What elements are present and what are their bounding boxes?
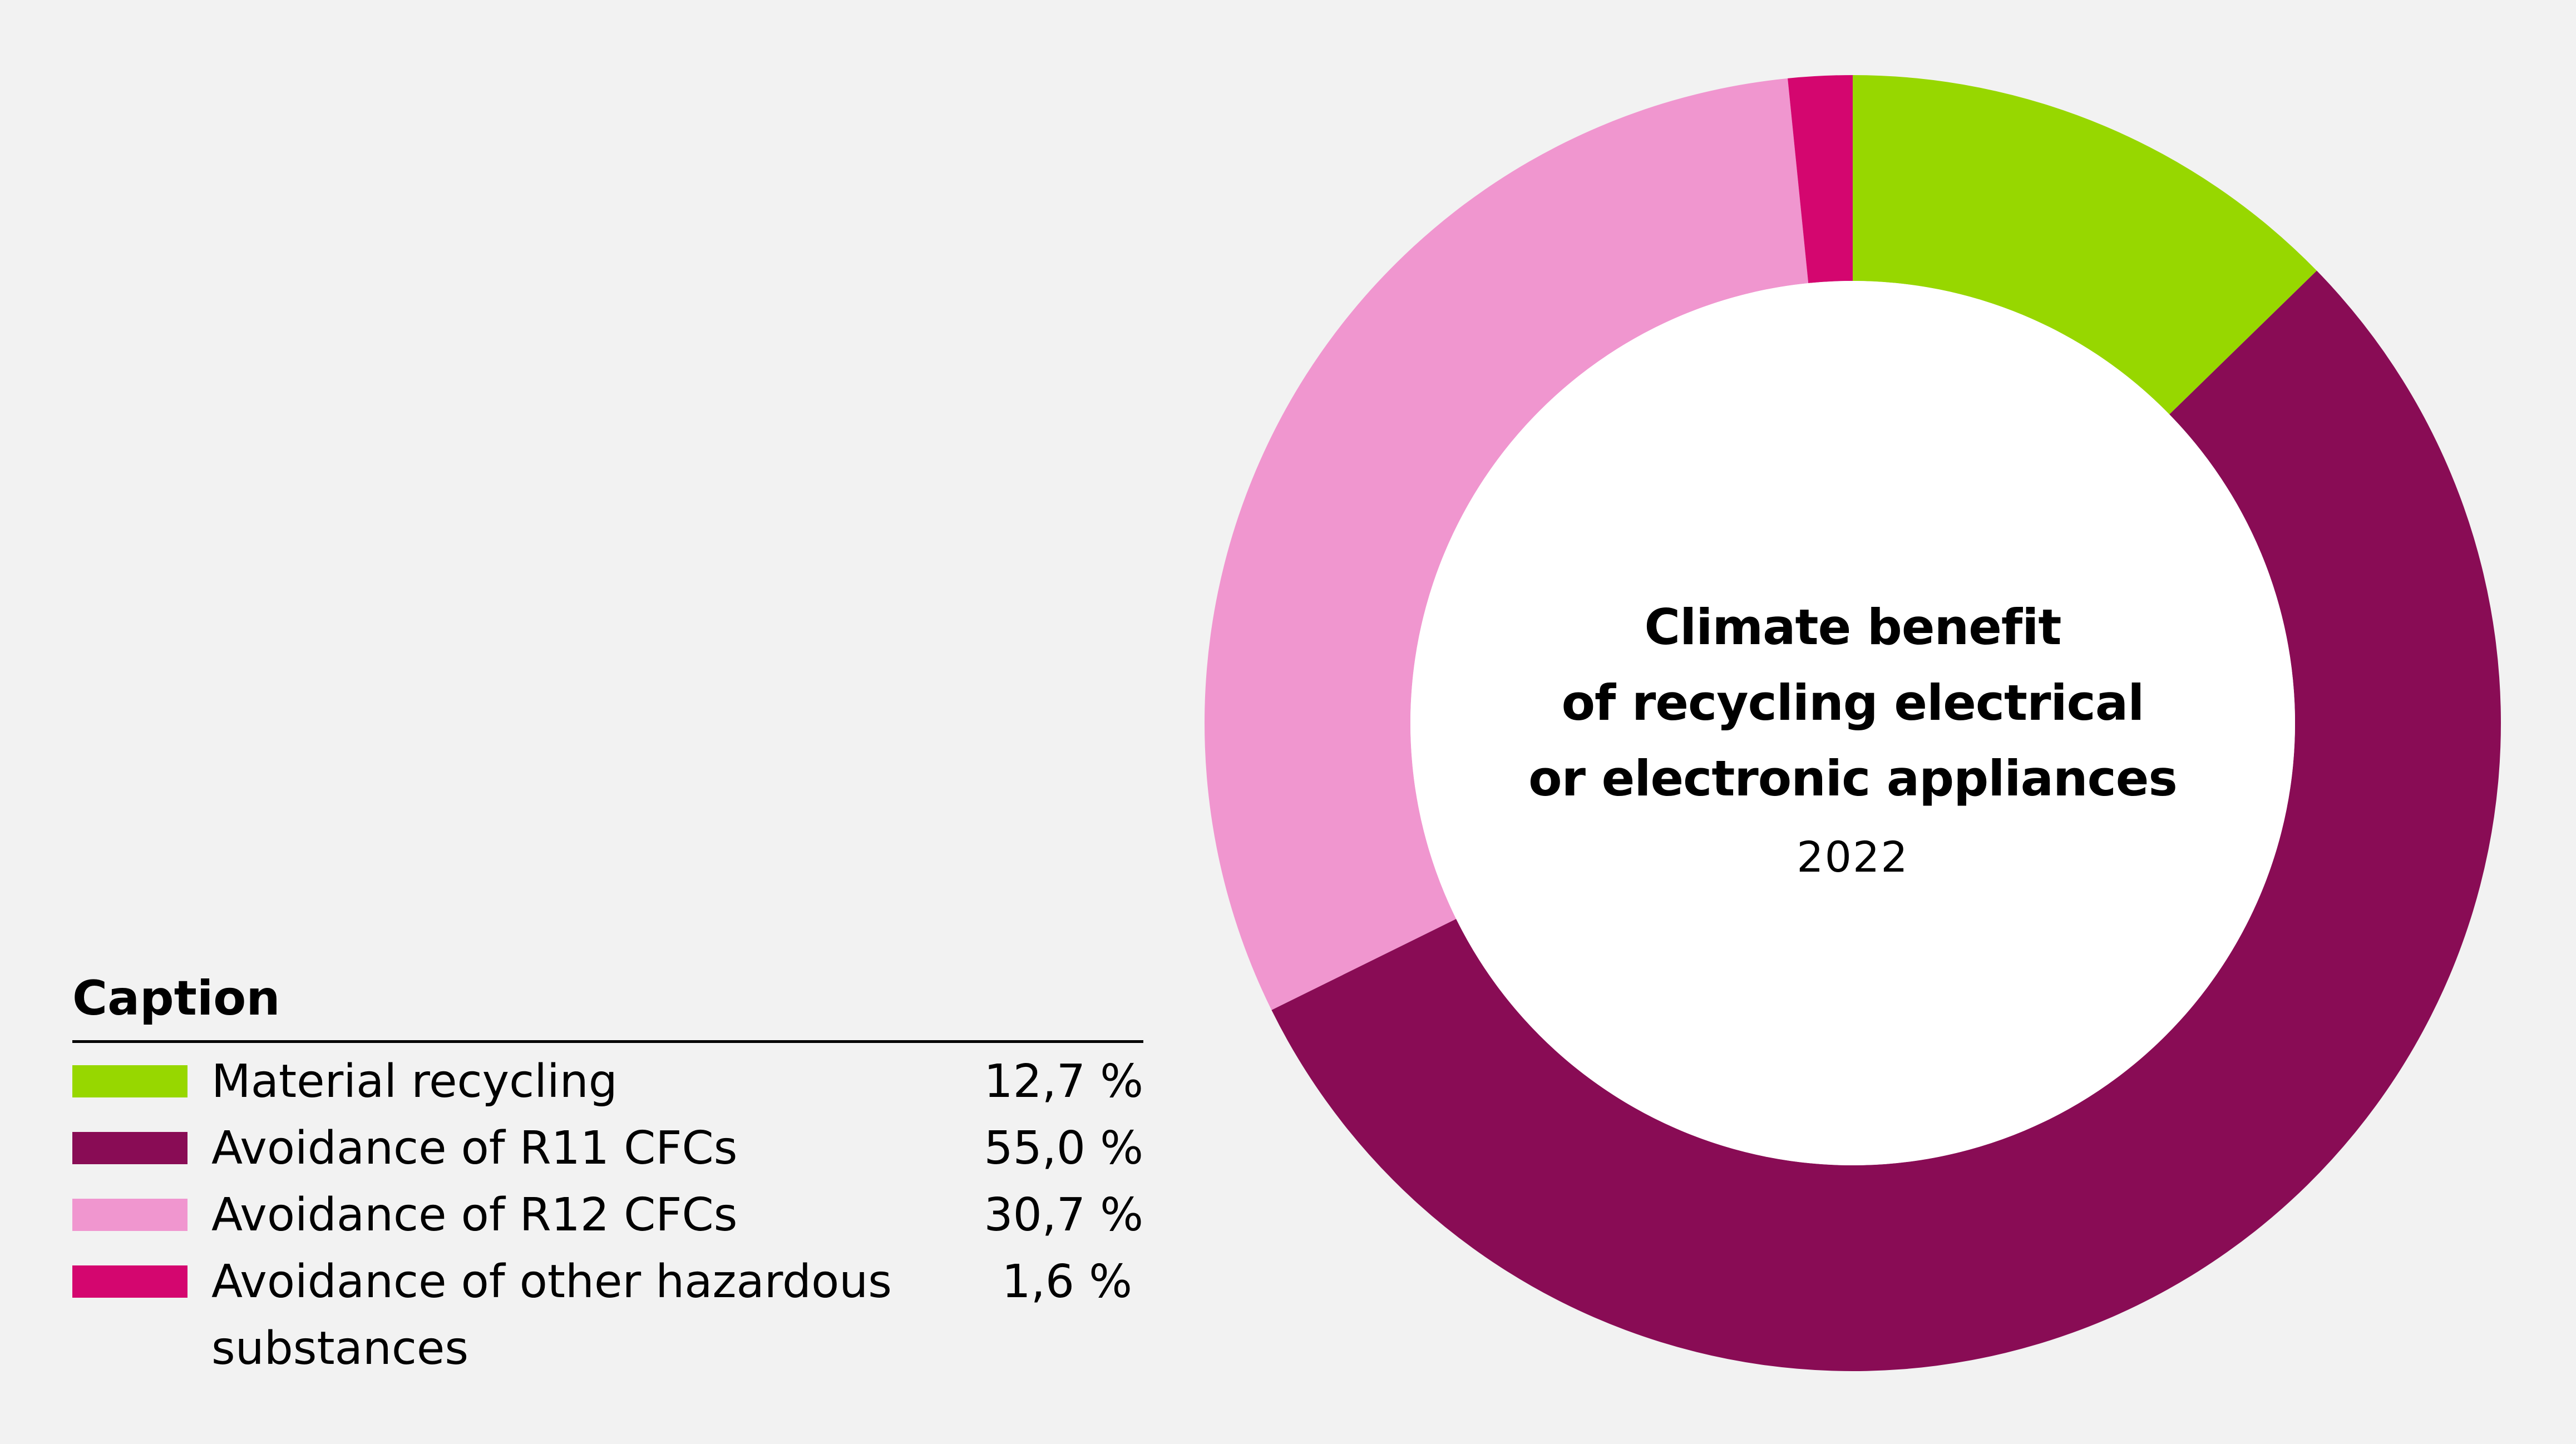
legend-swatch <box>72 1065 187 1097</box>
legend-label: Avoidance of R11 CFCs <box>211 1122 738 1175</box>
chart-title-line-2: of recycling electrical <box>1561 674 2145 731</box>
donut-slice-1 <box>1853 75 2317 414</box>
legend-label: Avoidance of R12 CFCs <box>211 1189 738 1242</box>
chart-title-line-1: Climate benefit <box>1644 599 2062 656</box>
legend-swatch <box>72 1199 187 1231</box>
donut-slice-3 <box>1204 78 1809 1010</box>
legend-value: 30,7 % <box>984 1189 1143 1242</box>
chart-center-title: Climate benefit of recycling electrical … <box>1463 590 2242 893</box>
legend-label: Material recycling <box>211 1055 618 1108</box>
donut-slice-2 <box>1271 270 2501 1371</box>
legend-label: Avoidance of other hazardous substances <box>211 1255 892 1375</box>
legend-divider <box>72 1040 1143 1043</box>
donut-hole <box>1410 281 2295 1165</box>
legend-item: Avoidance of R12 CFCs 30,7 % <box>72 1176 1143 1243</box>
legend-swatch <box>72 1132 187 1164</box>
legend-value: 55,0 % <box>984 1122 1143 1175</box>
legend-item: Material recycling 12,7 % <box>72 1043 1143 1110</box>
legend-value: 12,7 % <box>984 1055 1143 1108</box>
legend-item: Avoidance of other hazardous substances … <box>72 1243 1143 1377</box>
chart-subtitle: 2022 <box>1797 832 1909 882</box>
legend-title: Caption <box>72 971 280 1026</box>
legend-item: Avoidance of R11 CFCs 55,0 % <box>72 1110 1143 1176</box>
chart-title-line-3: or electronic appliances <box>1528 750 2178 807</box>
legend-value: 1,6 % <box>1001 1255 1132 1308</box>
legend: Caption Material recycling 12,7 % Avoida… <box>72 962 1143 1377</box>
donut-slice-4 <box>1788 75 1853 284</box>
legend-swatch <box>72 1265 187 1298</box>
